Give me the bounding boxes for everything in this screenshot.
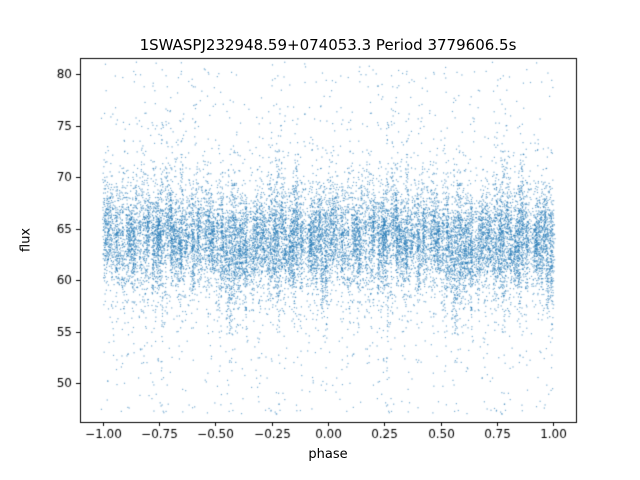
y-axis-label: flux	[18, 227, 34, 253]
chart-title: 1SWASPJ232948.59+074053.3 Period 3779606…	[139, 36, 517, 54]
x-axis-label: phase	[308, 447, 348, 462]
